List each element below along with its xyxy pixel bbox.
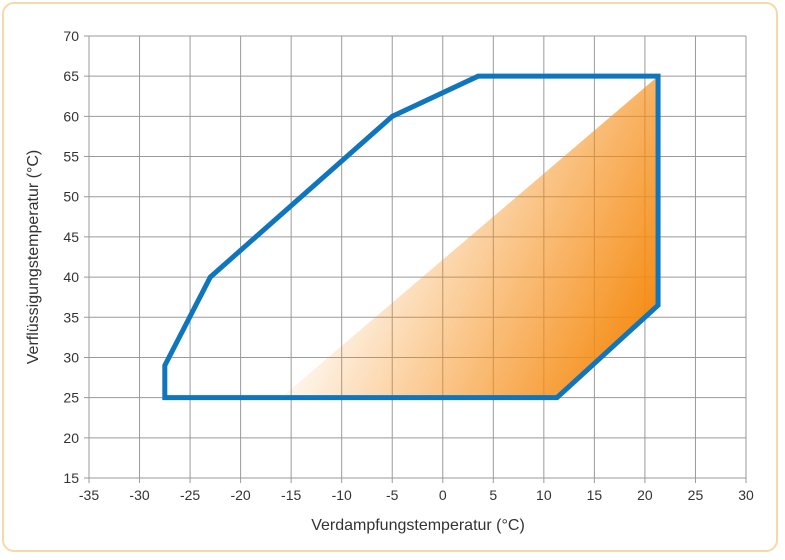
x-tick-label: 10 <box>536 487 552 503</box>
y-tick-label: 15 <box>63 470 79 486</box>
shaded-region-polygon <box>281 76 659 398</box>
y-tick-label: 70 <box>63 28 79 44</box>
y-tick-label: 45 <box>63 229 79 245</box>
x-tick-label: 20 <box>637 487 653 503</box>
y-tick-label: 20 <box>63 430 79 446</box>
y-axis-label: Verflüssigungstemperatur (°C) <box>25 150 42 364</box>
x-tick-label: 0 <box>439 487 447 503</box>
y-tick-label: 30 <box>63 349 79 365</box>
x-tick-label: -5 <box>386 487 399 503</box>
x-tick-label: 25 <box>688 487 704 503</box>
y-tick-label: 50 <box>63 189 79 205</box>
x-tick-label: 30 <box>738 487 754 503</box>
y-tick-labels: 15 20 25 30 35 40 45 50 55 60 65 70 <box>63 28 79 486</box>
y-tick-label: 25 <box>63 390 79 406</box>
y-tick-label: 60 <box>63 108 79 124</box>
x-tick-label: -35 <box>79 487 99 503</box>
y-tick-label: 55 <box>63 149 79 165</box>
x-tick-label: 15 <box>587 487 603 503</box>
y-tick-label: 40 <box>63 269 79 285</box>
x-tick-label: -15 <box>281 487 301 503</box>
shaded-region <box>281 76 659 398</box>
x-tick-label: -30 <box>129 487 149 503</box>
x-axis-label: Verdampfungstemperatur (°C) <box>311 517 525 534</box>
x-tick-label: -25 <box>180 487 200 503</box>
x-tick-labels: -35 -30 -25 -20 -15 -10 -5 0 5 10 15 20 25 30 <box>79 487 754 503</box>
x-tick-label: -10 <box>332 487 352 503</box>
y-tick-label: 35 <box>63 309 79 325</box>
y-tick-label: 65 <box>63 68 79 84</box>
x-tick-label: -20 <box>230 487 250 503</box>
envelope-outline-line <box>162 73 661 401</box>
envelope-outline <box>162 73 661 401</box>
x-tick-label: 5 <box>489 487 497 503</box>
